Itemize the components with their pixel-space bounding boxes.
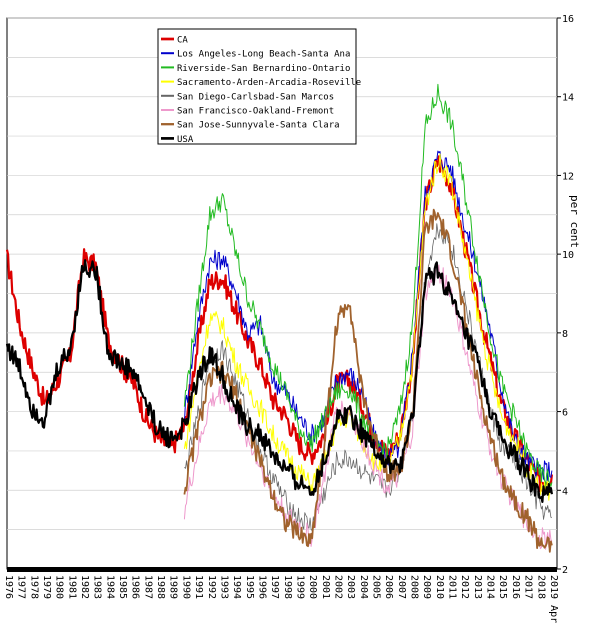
x-tick-label: 2008: [409, 575, 420, 599]
x-tick-label: 1976: [3, 575, 14, 599]
x-tick-label: 2011: [447, 575, 458, 599]
series-line-7: [5, 259, 553, 503]
x-tick-label: 1989: [168, 575, 179, 599]
x-tick-label: 1986: [130, 575, 141, 599]
x-tick-label: 2012: [459, 575, 470, 599]
legend-entry: San Francisco-Oakland-Fremont: [177, 107, 334, 117]
x-tick-label: 2000: [307, 575, 318, 599]
x-axis: 1976 1977 1978 1979 1980 1981 1982 1983 1984 1985…: [3, 567, 559, 623]
x-tick-label: 2019 Apr: [548, 575, 559, 623]
x-tick-label: 2004: [358, 575, 369, 599]
x-tick-label: 2016: [510, 575, 521, 599]
x-tick-label: 2015: [497, 575, 508, 599]
legend-entry: CA: [177, 36, 188, 46]
y-tick-label: 2: [562, 565, 568, 576]
x-tick-label: 2013: [472, 575, 483, 599]
x-tick-label: 1985: [117, 575, 128, 599]
x-tick-label: 2017: [523, 575, 534, 599]
x-tick-label: 2005: [371, 575, 382, 599]
x-tick-label: 1981: [66, 575, 77, 599]
x-tick-label: 1998: [282, 575, 293, 599]
y-tick-label: 4: [562, 486, 568, 497]
x-tick-label: 2003: [345, 575, 356, 599]
series-layer: [5, 83, 553, 553]
x-tick-label: 1977: [16, 575, 27, 599]
legend-entry: Los Angeles-Long Beach-Santa Ana: [177, 50, 350, 60]
x-tick-label: 2014: [485, 575, 496, 599]
series-line-1: [183, 150, 553, 482]
legend-box: [157, 28, 357, 145]
x-tick-label: 1978: [28, 575, 39, 599]
y-tick-label: 14: [562, 93, 574, 104]
x-tick-label: 1997: [269, 575, 280, 599]
x-tick-label: 1982: [79, 575, 90, 599]
x-tick-label: 2007: [396, 575, 407, 599]
x-tick-label: 1984: [104, 575, 115, 599]
x-tick-label: 1980: [54, 575, 65, 599]
x-tick-label: 1983: [92, 575, 103, 599]
legend-entry: Riverside-San Bernardino-Ontario: [177, 64, 350, 74]
x-tick-label: 1994: [231, 575, 242, 599]
x-tick-label: 2009: [421, 575, 432, 599]
x-tick-label: 2001: [320, 575, 331, 599]
x-tick-label: 1991: [193, 575, 204, 599]
x-tick-label: 1992: [206, 575, 217, 599]
y-tick-label: 16: [562, 14, 574, 25]
y-axis-label: per cent: [568, 195, 581, 248]
x-tick-label: 1979: [41, 575, 52, 599]
x-tick-label: 1987: [142, 575, 153, 599]
x-tick-label: 1995: [244, 575, 255, 599]
x-tick-label: 2006: [383, 575, 394, 599]
x-tick-label: 1996: [257, 575, 268, 599]
series-line-5: [183, 264, 553, 550]
x-tick-label: 1988: [155, 575, 166, 599]
y-tick-label: 6: [562, 408, 568, 419]
y-tick-label: 8: [562, 329, 568, 340]
x-tick-label: 2002: [333, 575, 344, 599]
legend: CA Los Angeles-Long Beach-Santa Ana Rivers…: [157, 28, 361, 145]
legend-entry: San Jose-Sunnyvale-Santa Clara: [177, 121, 340, 131]
x-tick-label: 1993: [218, 575, 229, 599]
x-axis-bar: [7, 567, 557, 572]
x-tick-label: 2018: [535, 575, 546, 599]
y-tick-label: 10: [562, 250, 574, 261]
y-axis: 2 4 6 8 10 12 14 16: [557, 14, 574, 576]
x-tick-label: 1999: [295, 575, 306, 599]
legend-entry: USA: [177, 135, 194, 145]
x-tick-label: 1990: [180, 575, 191, 599]
y-tick-label: 12: [562, 171, 574, 182]
legend-entry: Sacramento-Arden-Arcadia-Roseville: [177, 78, 361, 88]
x-tick-label: 2010: [434, 575, 445, 599]
legend-entry: San Diego-Carlsbad-San Marcos: [177, 92, 334, 102]
